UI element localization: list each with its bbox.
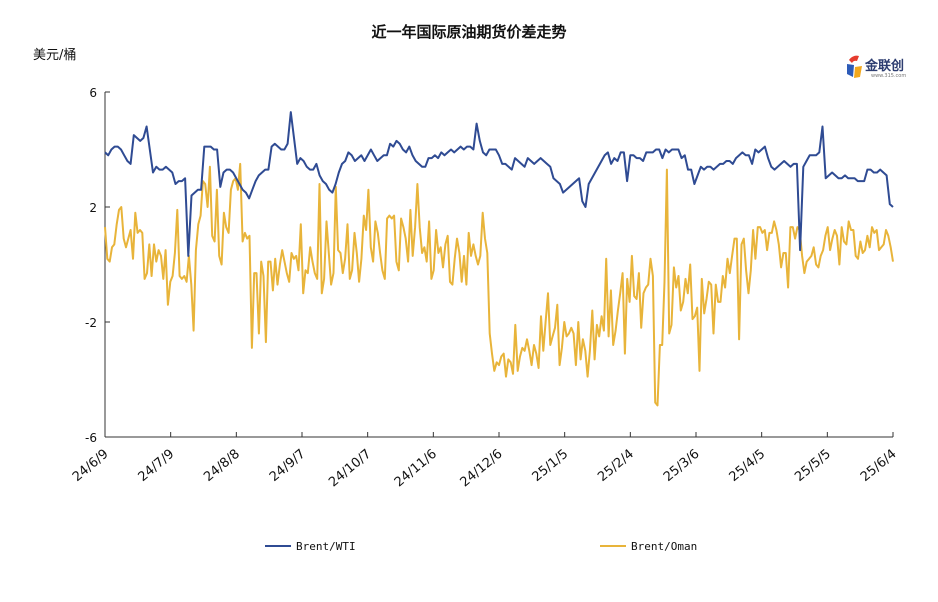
brand-logo: 金联创 www.315.com (847, 55, 906, 79)
x-tick-label-9: 25/3/6 (661, 447, 703, 485)
y-tick-label-0: 6 (89, 86, 97, 100)
legend-label-brent-oman: Brent/Oman (631, 540, 697, 553)
y-tick-label-2: -2 (85, 316, 97, 330)
x-tick-label-2: 24/8/8 (201, 447, 243, 485)
x-tick-label-5: 24/11/6 (392, 447, 440, 491)
series-line-brent-oman (104, 162, 894, 407)
y-ticks: 6 2 -2 -6 (85, 86, 110, 445)
x-tick-label-7: 25/1/5 (530, 447, 572, 485)
logo-mark-icon (847, 55, 862, 78)
x-tick-label-10: 25/4/5 (727, 447, 769, 485)
series-line-brent-wti (104, 111, 894, 257)
x-tick-label-6: 24/12/6 (458, 447, 506, 491)
x-tick-label-11: 25/5/5 (792, 447, 834, 485)
x-tick-label-12: 25/6/4 (858, 447, 900, 485)
legend-label-brent-wti: Brent/WTI (296, 540, 356, 553)
y-axis-label: 美元/桶 (33, 48, 76, 63)
logo-tagline: www.315.com (871, 73, 906, 79)
x-ticks: 24/6/9 24/7/9 24/8/8 24/9/7 24/10/7 24/11/6 24… (70, 432, 900, 490)
x-tick-label-4: 24/10/7 (326, 447, 374, 491)
series-layer (104, 111, 894, 407)
x-tick-label-8: 25/2/4 (595, 447, 637, 485)
x-tick-label-0: 24/6/9 (70, 447, 112, 485)
y-tick-label-3: -6 (85, 431, 97, 445)
y-tick-label-1: 2 (89, 201, 97, 215)
logo-name: 金联创 (864, 58, 904, 74)
legend-item-brent-wti: Brent/WTI (265, 540, 356, 553)
legend: Brent/WTI Brent/Oman (265, 540, 697, 553)
chart-title: 近一年国际原油期货价差走势 (371, 23, 566, 41)
x-tick-label-3: 24/9/7 (267, 447, 309, 485)
legend-item-brent-oman: Brent/Oman (600, 540, 697, 553)
x-tick-label-1: 24/7/9 (136, 447, 178, 485)
